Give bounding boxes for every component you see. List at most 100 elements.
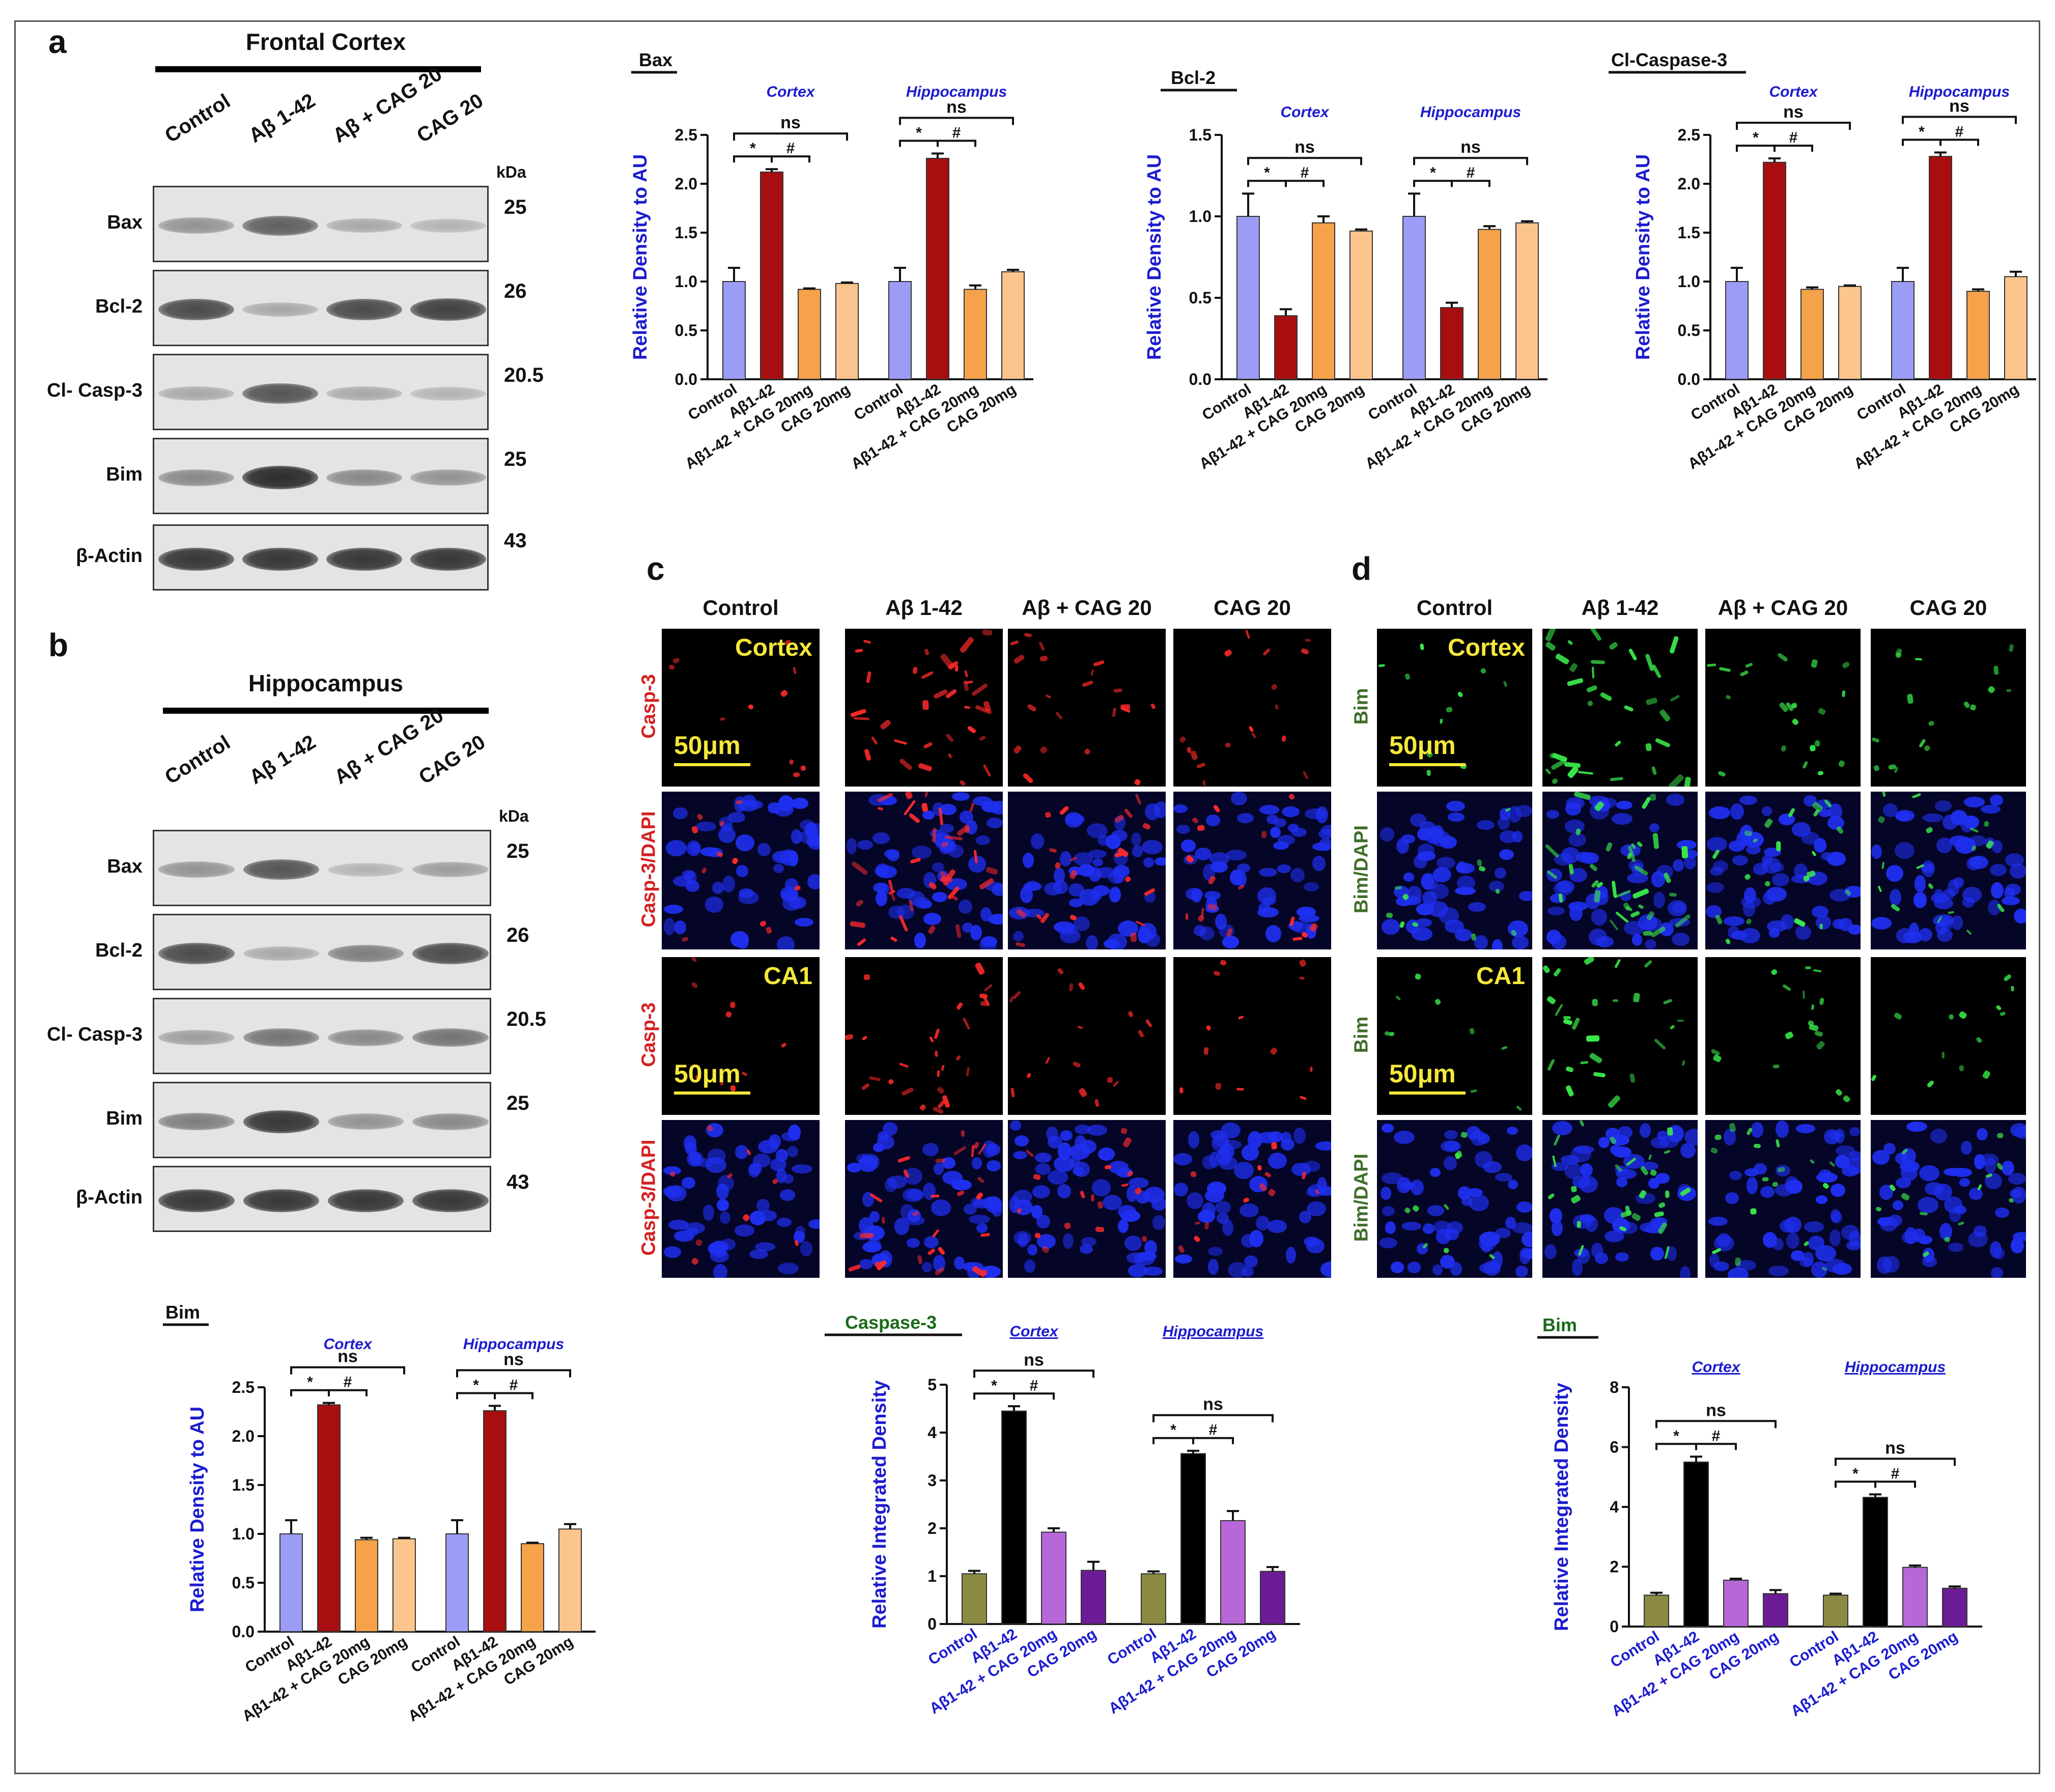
if-signal: [964, 680, 973, 684]
if-micrograph: [1871, 792, 2026, 949]
dapi-nucleus: [749, 1211, 766, 1226]
bar: [279, 1533, 303, 1632]
dapi-nucleus: [1732, 855, 1748, 866]
dapi-nucleus: [1786, 1233, 1800, 1249]
if-signal: [681, 936, 689, 942]
if-signal: [877, 806, 884, 810]
dapi-nucleus: [770, 1158, 787, 1171]
blot-strip: [153, 186, 489, 262]
if-signal: [1553, 1134, 1561, 1146]
if-signal: [1665, 1190, 1670, 1198]
if-micrograph: [1871, 1120, 2026, 1278]
dapi-nucleus: [1937, 928, 1953, 942]
chart-bim-if: Bim 0 2 4 6 8 Relative Integrated Density Contr…: [1537, 1314, 1982, 1720]
dapi-nucleus: [687, 841, 701, 856]
dapi-nucleus: [1152, 1215, 1165, 1230]
dapi-nucleus: [1604, 1230, 1624, 1243]
if-signal: [1802, 761, 1809, 769]
if-signal: [1093, 659, 1105, 667]
dapi-nucleus: [1591, 1243, 1603, 1258]
bar: [1942, 1587, 1967, 1627]
dapi-nucleus: [748, 1162, 763, 1175]
if-signal: [1403, 1207, 1412, 1214]
if-micrograph: [845, 957, 1003, 1115]
if-signal: [1446, 707, 1453, 713]
if-signal: [1301, 1171, 1307, 1180]
if-signal: [1608, 641, 1619, 651]
if-signal: [934, 1028, 940, 1040]
if-signal: [1875, 1206, 1882, 1212]
dapi-nucleus: [1799, 1257, 1813, 1268]
dapi-nucleus: [1291, 1163, 1311, 1177]
bar: [1236, 216, 1260, 380]
if-signal: [1658, 1201, 1666, 1209]
dapi-nucleus: [1088, 850, 1107, 858]
dapi-nucleus: [1649, 823, 1659, 832]
if-column-label: Aβ + CAG 20: [1022, 596, 1152, 620]
if-signal: [1984, 821, 1990, 827]
if-signal: [1219, 959, 1227, 966]
blot-band: [412, 862, 489, 877]
if-micrograph: [1008, 629, 1166, 787]
blot-band: [410, 386, 486, 401]
dapi-nucleus: [1195, 848, 1212, 861]
if-region-label: Cortex: [1447, 634, 1525, 661]
if-signal: [1009, 996, 1014, 1003]
dapi-nucleus: [1554, 881, 1573, 896]
chart-caspase-3-if: Caspase-3 0 1 2 3 4 5 Relative Integrated Densi…: [825, 1312, 1300, 1717]
if-signal: [1805, 966, 1812, 969]
dapi-nucleus: [906, 1189, 923, 1200]
dapi-nucleus: [1143, 1266, 1163, 1276]
if-micrograph: [1008, 957, 1166, 1115]
if-signal: [1817, 707, 1826, 716]
dapi-nucleus: [1092, 1179, 1111, 1196]
dapi-nucleus: [986, 1143, 1001, 1156]
if-micrograph: [1173, 957, 1331, 1115]
if-signal: [1809, 1159, 1815, 1164]
dapi-nucleus: [1812, 906, 1828, 918]
ns-bracket: [973, 1369, 1094, 1378]
if-signal: [845, 1033, 854, 1041]
if-signal: [1203, 1221, 1209, 1230]
if-signal: [1669, 892, 1677, 897]
if-signal: [854, 649, 863, 653]
dapi-nucleus: [1552, 1220, 1563, 1237]
if-signal: [729, 1001, 736, 1009]
if-signal: [893, 739, 908, 745]
if-signal: [1554, 653, 1570, 665]
bar: [1260, 1571, 1285, 1625]
if-signal: [1632, 888, 1650, 900]
dapi-nucleus: [807, 874, 820, 890]
if-signal: [1957, 1221, 1964, 1226]
dapi-nucleus: [1222, 1139, 1242, 1150]
if-micrograph: [1542, 1120, 1698, 1278]
bar: [1402, 216, 1426, 380]
if-signal: [1080, 1190, 1086, 1199]
if-signal: [1995, 1004, 2002, 1011]
blot-band: [326, 299, 402, 320]
if-scale-label: 50μm: [674, 731, 741, 760]
if-signal: [2006, 689, 2012, 692]
star-bracket: [1655, 1443, 1697, 1450]
dapi-nucleus: [1020, 886, 1033, 904]
if-signal: [855, 899, 864, 907]
dapi-nucleus: [774, 801, 794, 817]
if-signal: [1743, 873, 1752, 881]
if-signal: [969, 802, 975, 813]
if-signal: [1915, 658, 1922, 661]
ns-bracket: [1902, 116, 2017, 124]
y-tick-label: 1.0: [232, 1525, 255, 1543]
if-signal: [1871, 1074, 1877, 1081]
if-signal: [1190, 750, 1199, 761]
if-signal: [1944, 1236, 1951, 1243]
dapi-nucleus: [668, 1219, 689, 1230]
blot-row-label: Bcl-2: [95, 940, 143, 961]
if-signal: [1024, 632, 1032, 638]
if-signal: [1399, 921, 1405, 929]
if-signal: [962, 1017, 971, 1030]
if-signal: [800, 765, 806, 771]
if-scale-bar: [674, 1091, 750, 1095]
if-signal: [974, 962, 986, 976]
bar: [1644, 1594, 1669, 1627]
if-signal: [850, 708, 867, 718]
